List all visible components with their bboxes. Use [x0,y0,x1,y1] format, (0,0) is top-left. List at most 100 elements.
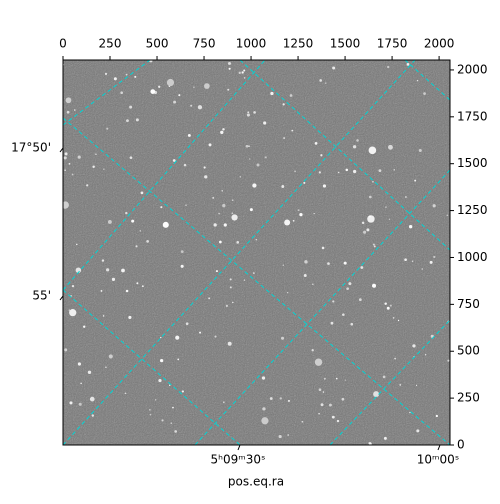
y-tick-label: 2000 [457,62,488,76]
ra-tick-label: 10ᵐ00ˢ [417,453,460,467]
x-tick-label: 750 [193,37,216,51]
star [318,413,320,415]
star [255,238,258,241]
star [301,420,304,423]
star [215,270,218,273]
star [358,298,362,302]
y-tick-label: 1250 [457,203,488,217]
ra-tick [437,444,441,451]
star [344,379,346,381]
star [101,259,105,262]
star [388,218,391,220]
star [222,128,225,131]
grid-line [239,60,450,251]
star [232,199,234,201]
star [332,300,335,303]
grid-line [404,60,450,101]
dec-tick [59,147,64,153]
star [107,220,112,224]
star [124,392,127,395]
star [243,279,246,281]
star [129,105,133,109]
star [92,165,95,168]
y-tick-label: 250 [457,391,480,405]
y-tick-label: 1500 [457,156,488,170]
star [100,289,103,292]
grid-line [63,289,241,445]
ra-tick-label: 5ʰ09ᵐ30ˢ [211,453,266,467]
star [373,245,376,248]
star [424,354,427,356]
star [345,168,349,172]
star [113,77,117,81]
star [199,331,202,334]
star [66,110,70,114]
star [386,306,390,310]
star [80,382,82,385]
star [368,215,372,218]
star [231,214,238,221]
star [289,94,293,97]
star [320,154,323,157]
star [261,417,269,425]
star [270,91,274,96]
star [193,86,195,88]
star [185,204,187,206]
grid-line [63,60,416,445]
star [304,260,308,264]
star [212,196,215,199]
star [221,190,223,192]
star [162,221,169,228]
star [429,260,433,264]
wcs-grid [63,60,450,445]
star [203,166,206,169]
star [63,201,69,209]
star [262,407,266,411]
star [411,260,414,263]
star [253,111,256,114]
star [129,156,133,160]
star [220,130,224,135]
star [319,79,322,82]
star [86,184,89,187]
star [104,72,108,75]
star [322,391,325,393]
star [292,219,295,222]
star [269,397,273,400]
star [87,370,92,374]
star [181,390,184,393]
star [287,434,290,436]
star [228,67,231,70]
star [378,169,382,173]
star [415,384,418,386]
star [125,289,129,293]
star [208,297,211,300]
star [348,282,352,286]
star [64,169,66,171]
star [389,304,392,307]
star [213,223,217,227]
star [318,388,322,392]
star [406,63,410,66]
star [394,357,397,360]
star [243,77,246,79]
star [363,230,367,234]
star [331,415,335,419]
star [282,103,285,106]
star [408,225,413,229]
star [102,315,105,317]
star [160,336,162,339]
star [368,195,372,199]
star [238,71,241,74]
star [241,71,244,74]
star [71,173,74,176]
x-tick-label: 0 [59,37,67,51]
star [173,100,177,104]
star [397,319,400,322]
star [263,121,267,125]
star [69,401,73,405]
star [283,137,285,139]
star [281,336,285,340]
x-tick-label: 500 [146,37,169,51]
star [322,184,327,188]
